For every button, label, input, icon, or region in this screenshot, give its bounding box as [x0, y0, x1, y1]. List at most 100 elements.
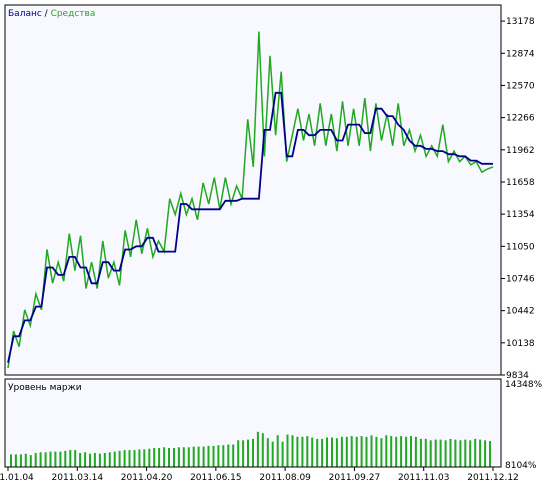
x-tick-label: 2011.09.27 [329, 473, 381, 483]
y-tick-label: 13178 [506, 17, 535, 27]
margin-bar [182, 447, 185, 467]
margin-bar [429, 440, 432, 467]
margin-bar [256, 431, 259, 467]
margin-plot-frame [4, 378, 502, 468]
main-y-axis: 13178 12874 12570 12266 11962 11658 11354 11050… [501, 17, 535, 381]
margin-bar [187, 447, 190, 467]
margin-panel-title: Уровень маржи [8, 383, 82, 393]
margin-bar [128, 450, 131, 467]
margin-bar [405, 436, 408, 467]
margin-bar [247, 439, 249, 467]
balance-series-line [7, 91, 493, 363]
margin-bar [276, 435, 279, 467]
margin-bar [207, 445, 210, 467]
margin-bar [345, 436, 348, 467]
x-tick-label: 2011.11.03 [398, 473, 450, 483]
x-tick-label: 2011.01.04 [0, 473, 34, 483]
margin-bar [439, 439, 442, 467]
y-tick-label: 11354 [506, 210, 535, 220]
margin-bar [227, 444, 230, 467]
margin-bar [192, 446, 195, 467]
margin-bar [217, 445, 220, 467]
margin-bar [79, 453, 82, 467]
margin-bar [370, 435, 373, 467]
margin-bar [14, 454, 17, 467]
margin-bar [321, 438, 324, 467]
margin-bar [138, 449, 141, 467]
margin-bar [296, 436, 299, 467]
margin-bar [395, 436, 398, 467]
margin-bar [464, 439, 467, 467]
margin-bar [261, 433, 264, 467]
margin-bar [350, 436, 353, 467]
margin-bar [133, 450, 136, 467]
margin-bar [400, 436, 403, 467]
margin-bar [360, 436, 363, 467]
margin-bar [331, 437, 333, 467]
y-tick-label: 10138 [506, 339, 535, 349]
margin-bar [355, 436, 358, 467]
margin-bar [69, 450, 72, 467]
margin-bar [24, 453, 27, 467]
margin-bar [173, 448, 175, 467]
margin-bar [232, 444, 235, 467]
margin-bar [266, 438, 269, 467]
margin-bar [340, 436, 343, 467]
y-tick-label: 9834 [506, 371, 529, 381]
margin-bar [375, 436, 378, 467]
margin-bar [113, 451, 116, 467]
margin-bar [212, 445, 215, 467]
margin-bar [242, 440, 245, 467]
margin-bar [444, 440, 447, 467]
legend-separator: / [42, 9, 51, 19]
margin-bar [326, 437, 328, 467]
legend-balance-label: Баланс [8, 9, 42, 19]
margin-bar [153, 448, 156, 467]
margin-bar [158, 448, 161, 467]
margin-bar [197, 446, 200, 467]
margin-bar [479, 439, 482, 467]
x-tick-label: 2011.06.15 [190, 473, 242, 483]
x-axis: 2011.01.04 2011.03.14 2011.04.20 2011.06.15… [0, 467, 519, 483]
x-tick-label: 2011.08.09 [259, 473, 311, 483]
margin-y-tick-label: 8104% [505, 461, 537, 471]
margin-bar [118, 450, 121, 467]
margin-bar [44, 452, 47, 467]
margin-bar [459, 440, 462, 467]
legend-equity-label: Средства [51, 9, 96, 19]
margin-bar [385, 435, 388, 467]
margin-bar [489, 441, 491, 467]
margin-bar [474, 438, 477, 467]
y-tick-label: 10746 [506, 274, 535, 284]
margin-bar [64, 450, 67, 467]
margin-bar [222, 445, 225, 467]
margin-bar [143, 449, 146, 467]
margin-y-axis: 14348% 8104% [505, 380, 543, 471]
margin-bar [177, 447, 180, 467]
margin-bar [168, 448, 170, 467]
x-tick-label: 2011.03.14 [52, 473, 104, 483]
main-plot-background [5, 5, 501, 375]
margin-bar [380, 438, 383, 467]
margin-bar [311, 437, 314, 467]
margin-bar [469, 440, 472, 467]
margin-bar [484, 440, 487, 467]
y-tick-label: 11962 [506, 146, 535, 156]
margin-bar [202, 446, 205, 467]
margin-bar [434, 439, 437, 467]
margin-bar [98, 453, 101, 467]
margin-bar [335, 438, 338, 467]
margin-bar [286, 434, 289, 467]
x-tick-label: 2011.12.12 [467, 473, 519, 483]
margin-bar [419, 438, 422, 467]
margin-bar [291, 435, 294, 467]
margin-bar [365, 436, 368, 467]
main-plot-frame [4, 4, 502, 376]
margin-bar [103, 453, 106, 467]
y-tick-label: 12266 [506, 114, 535, 124]
margin-bar [271, 441, 274, 467]
y-tick-label: 12874 [506, 49, 535, 59]
margin-bar [89, 453, 91, 467]
